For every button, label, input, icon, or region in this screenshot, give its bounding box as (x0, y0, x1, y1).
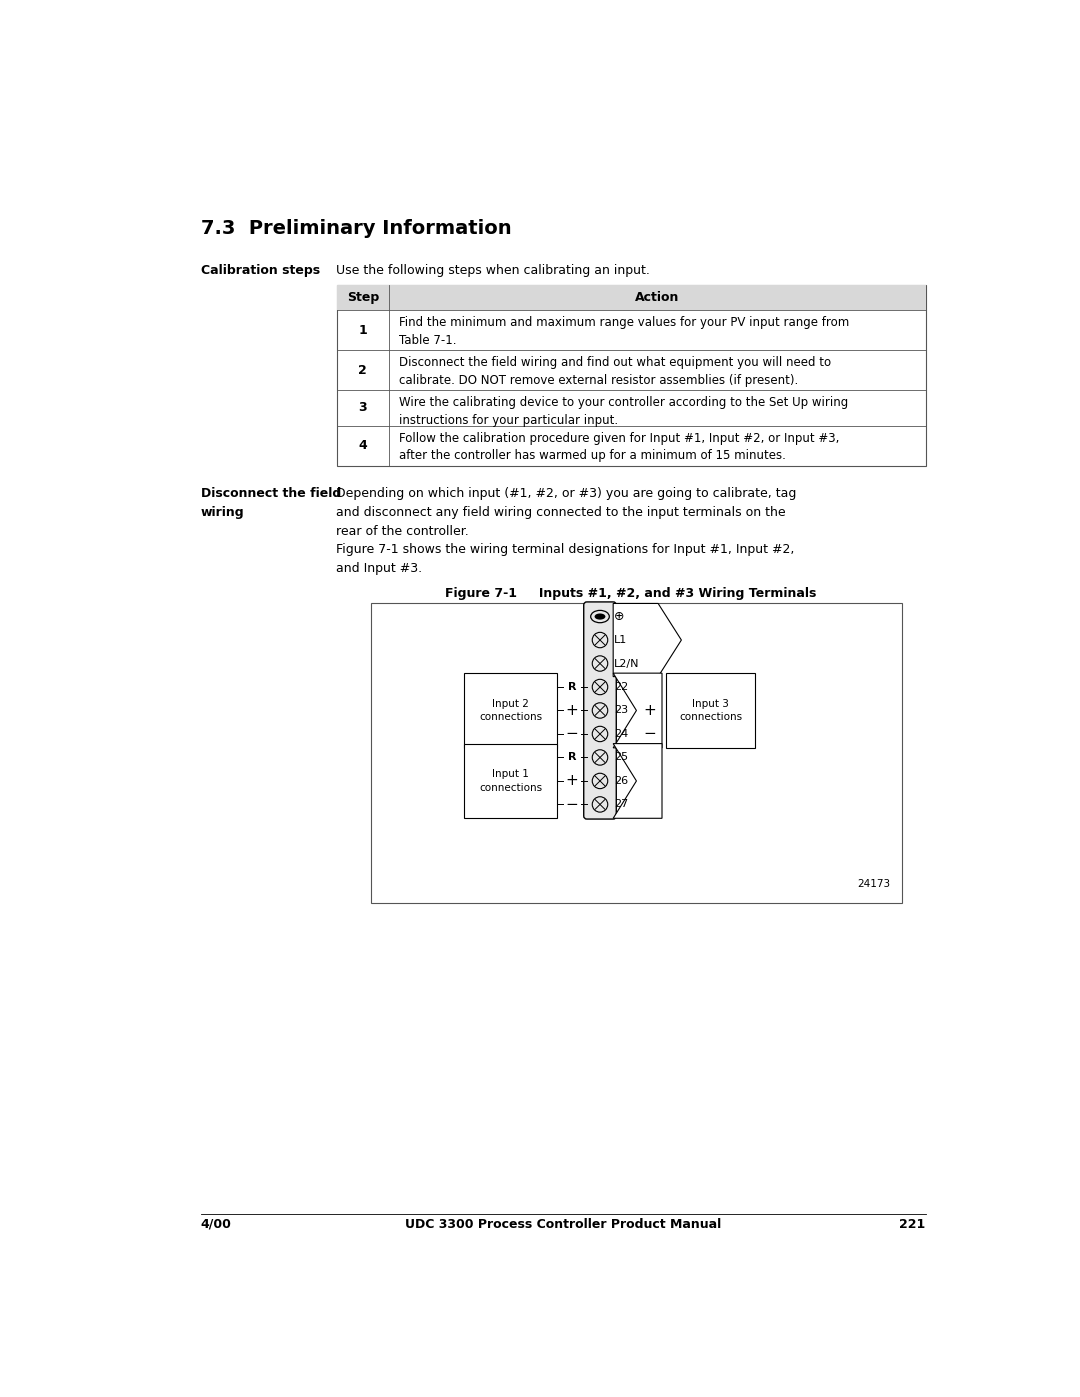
Text: Wire the calibrating device to your controller according to the Set Up wiring
in: Wire the calibrating device to your cont… (400, 397, 849, 427)
Text: +: + (566, 703, 579, 718)
Text: 22: 22 (613, 682, 629, 692)
Bar (372, 602, 902, 902)
Text: 24173: 24173 (858, 879, 891, 888)
Text: 221: 221 (900, 1218, 926, 1231)
Text: L1: L1 (613, 636, 627, 645)
Text: −: − (644, 726, 657, 742)
Text: Action: Action (635, 291, 679, 305)
Text: Input 3
connections: Input 3 connections (679, 698, 742, 722)
Text: Disconnect the field
wiring: Disconnect the field wiring (201, 488, 341, 520)
Text: Figure 7-1     Inputs #1, #2, and #3 Wiring Terminals: Figure 7-1 Inputs #1, #2, and #3 Wiring … (445, 587, 816, 601)
Text: −: − (566, 796, 579, 812)
Text: 25: 25 (613, 753, 629, 763)
Text: +: + (566, 774, 579, 788)
Polygon shape (613, 743, 662, 819)
Text: 26: 26 (613, 775, 629, 787)
Text: Input 2
connections: Input 2 connections (480, 698, 542, 722)
Text: Step: Step (347, 291, 379, 305)
Text: 27: 27 (613, 799, 629, 809)
Text: −: − (566, 726, 579, 742)
Text: +: + (644, 703, 657, 718)
Bar (337, 285, 926, 310)
Bar (464, 743, 557, 819)
Text: ⊕: ⊕ (613, 610, 624, 623)
Text: Find the minimum and maximum range values for your PV input range from
Table 7-1: Find the minimum and maximum range value… (400, 316, 850, 346)
Text: Calibration steps: Calibration steps (201, 264, 320, 277)
Text: 1: 1 (359, 324, 367, 337)
Text: L2/N: L2/N (613, 658, 639, 669)
Text: Disconnect the field wiring and find out what equipment you will need to
calibra: Disconnect the field wiring and find out… (400, 356, 832, 387)
Text: UDC 3300 Process Controller Product Manual: UDC 3300 Process Controller Product Manu… (405, 1218, 721, 1231)
Text: R: R (568, 753, 577, 763)
Bar (666, 673, 755, 747)
Ellipse shape (595, 613, 606, 620)
Text: 7.3  Preliminary Information: 7.3 Preliminary Information (201, 219, 512, 239)
Bar (337, 285, 926, 465)
Polygon shape (613, 673, 662, 747)
Bar (464, 673, 557, 747)
Text: R: R (568, 682, 577, 692)
Text: Follow the calibration procedure given for Input #1, Input #2, or Input #3,
afte: Follow the calibration procedure given f… (400, 432, 839, 462)
Text: 3: 3 (359, 401, 367, 415)
FancyBboxPatch shape (583, 602, 617, 819)
Text: 4/00: 4/00 (201, 1218, 232, 1231)
Polygon shape (613, 604, 681, 676)
Text: Figure 7-1 shows the wiring terminal designations for Input #1, Input #2,
and In: Figure 7-1 shows the wiring terminal des… (337, 542, 795, 574)
Text: 24: 24 (613, 729, 629, 739)
Text: 2: 2 (359, 363, 367, 377)
Text: Use the following steps when calibrating an input.: Use the following steps when calibrating… (337, 264, 650, 277)
Text: Depending on which input (#1, #2, or #3) you are going to calibrate, tag
and dis: Depending on which input (#1, #2, or #3)… (337, 488, 797, 538)
Text: 4: 4 (359, 439, 367, 453)
Text: Input 1
connections: Input 1 connections (480, 770, 542, 792)
Text: 23: 23 (613, 705, 629, 715)
